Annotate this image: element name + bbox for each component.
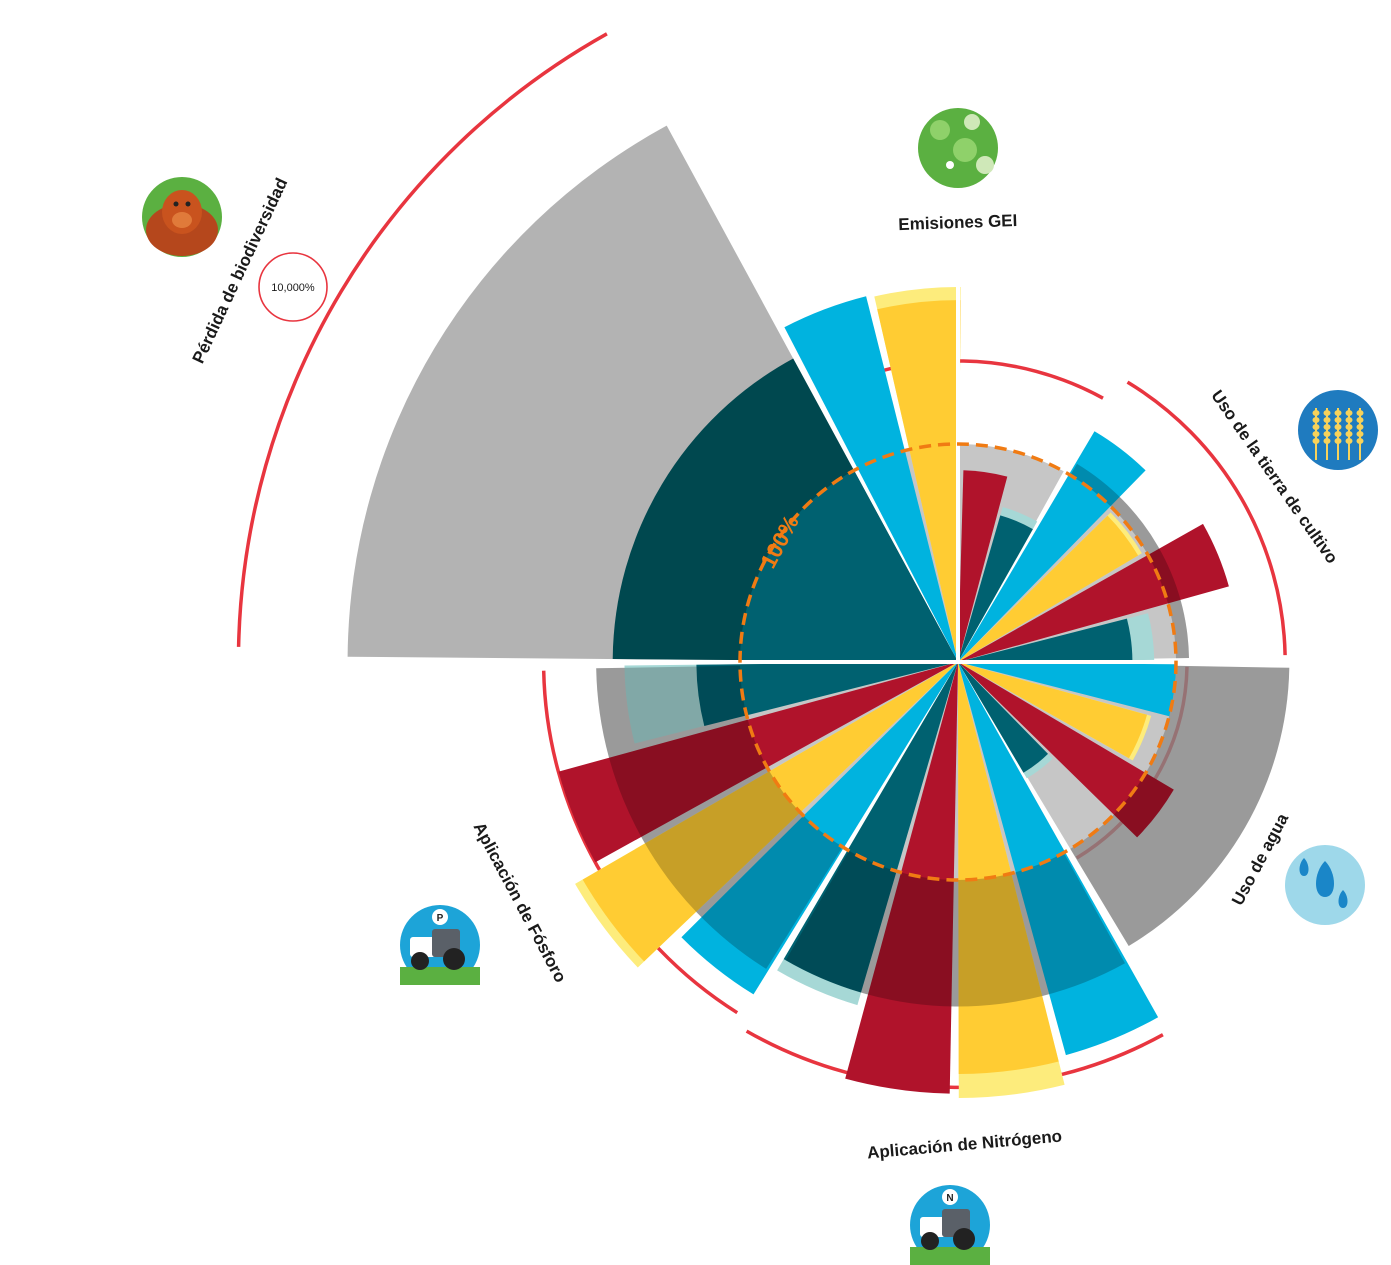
svg-text:N: N bbox=[946, 1193, 953, 1204]
water-drops-icon bbox=[1285, 845, 1365, 925]
bar-yellow-uso-de-la-tierra-de-cultivo bbox=[958, 515, 1139, 662]
boundary-arc-perdida-de-biodiversidad bbox=[236, 32, 608, 647]
badge-circle bbox=[258, 252, 328, 322]
icons-layer: NP bbox=[142, 108, 1378, 1265]
category-label-emisiones-gei: Emisiones GEI bbox=[898, 211, 1018, 234]
bar-blue-aplicacion-de-fosforo bbox=[681, 662, 958, 995]
overlap-shade-uso-de-la-tierra-de-cultivo bbox=[1070, 463, 1189, 659]
bar-blue-uso-de-la-tierra-de-cultivo bbox=[958, 431, 1146, 662]
bar-yellow-uso-de-agua bbox=[958, 662, 1147, 759]
boundary-arc-aplicacion-de-fosforo bbox=[541, 670, 739, 1015]
bar-dark-teal-aplicacion-de-nitrogeno bbox=[783, 662, 958, 993]
bar-dark-teal-uso-de-agua bbox=[958, 662, 1048, 773]
bar-dark-teal-emisiones-gei bbox=[958, 515, 1033, 662]
bar-yellow-emisiones-gei bbox=[877, 300, 961, 662]
bar-blue-uso-de-agua bbox=[958, 662, 1176, 717]
bar-yellow-aplicacion-de-fosforo bbox=[582, 662, 958, 962]
overlap-shade-aplicacion-de-fosforo bbox=[596, 665, 843, 969]
bar-red-uso-de-agua bbox=[958, 662, 1174, 838]
overlap-shade-aplicacion-de-nitrogeno bbox=[785, 850, 1125, 1007]
bar-red-aplicacion-de-nitrogeno bbox=[845, 662, 958, 1094]
biodiversity-badge: 10,000% bbox=[258, 252, 328, 322]
bar-dark-teal-aplicacion-de-fosforo bbox=[696, 662, 958, 726]
bar-dark-teal-uso-de-la-tierra-de-cultivo bbox=[958, 618, 1133, 662]
bar-red-emisiones-gei bbox=[958, 470, 1008, 662]
wheat-icon bbox=[1298, 390, 1378, 470]
bar-yellow-aplicacion-de-nitrogeno bbox=[958, 662, 1059, 1074]
overlap-shade-uso-de-agua bbox=[1070, 665, 1290, 946]
category-label-aplicacion-de-fosforo: Aplicación de Fósforo bbox=[470, 819, 571, 986]
bar-blue-emisiones-gei bbox=[784, 296, 958, 662]
svg-text:P: P bbox=[437, 913, 444, 924]
bar-red-aplicacion-de-fosforo bbox=[558, 662, 958, 863]
boundary-arc-aplicacion-de-nitrogeno bbox=[745, 1029, 1164, 1090]
bar-blue-aplicacion-de-nitrogeno bbox=[958, 662, 1159, 1056]
badge-label: 10,000% bbox=[271, 282, 315, 294]
bar-red-uso-de-la-tierra-de-cultivo bbox=[958, 523, 1229, 662]
phosphorus-tractor-icon: P bbox=[400, 905, 480, 985]
boundary-arc-uso-de-la-tierra-de-cultivo bbox=[1126, 380, 1287, 656]
orangutan-icon bbox=[142, 177, 222, 257]
category-label-aplicacion-de-nitrogeno: Aplicación de Nitrógeno bbox=[866, 1127, 1062, 1163]
globe-emissions-icon bbox=[918, 108, 998, 188]
reference-circle bbox=[738, 442, 1178, 882]
nitrogen-tractor-icon: N bbox=[910, 1185, 990, 1265]
